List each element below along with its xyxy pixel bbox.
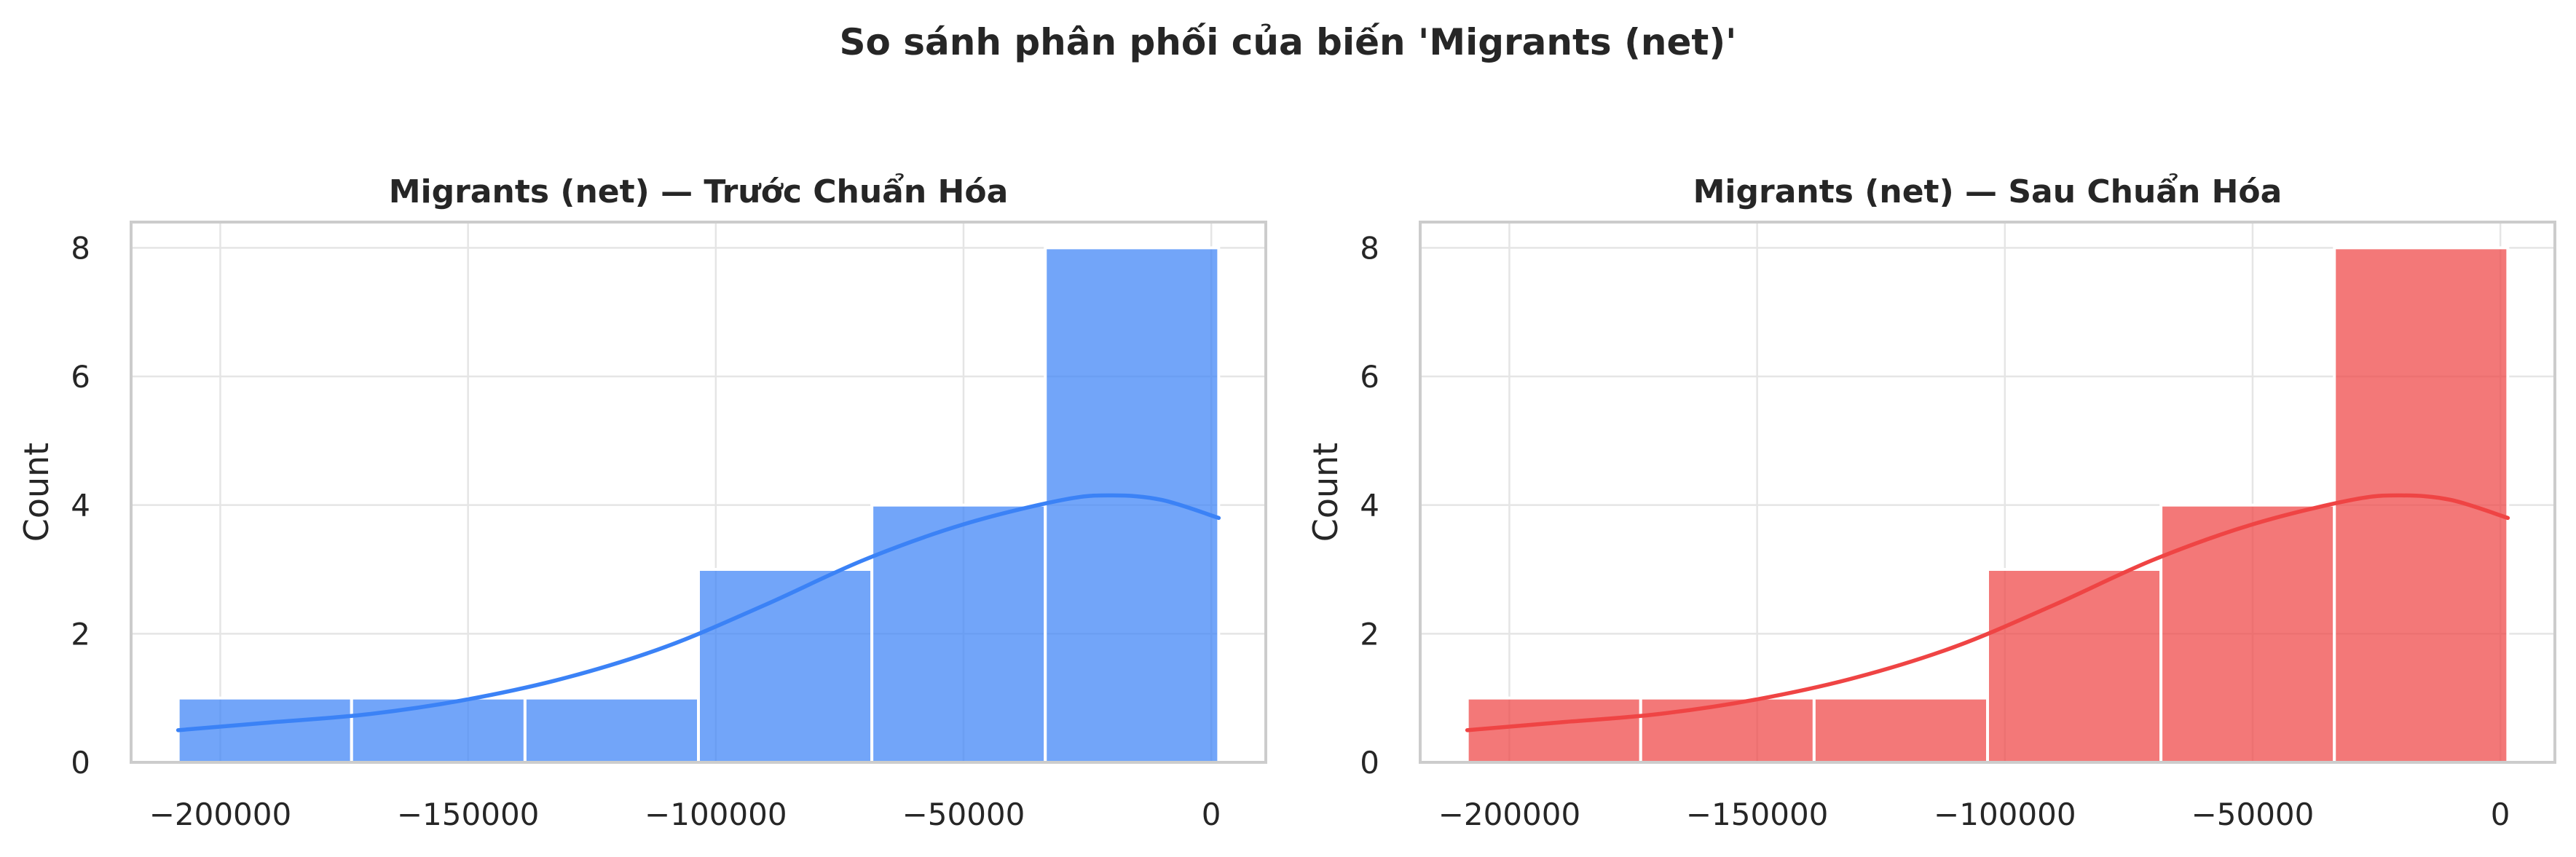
x-tick-label: −200000 <box>1438 797 1581 832</box>
x-tick-label: −150000 <box>1686 797 1829 832</box>
y-axis-label: Count <box>1306 443 1345 542</box>
y-tick-label: 4 <box>1360 488 1379 524</box>
histogram-panel-after: Migrants (net) — Sau Chuẩn Hóa −200000 −15… <box>1306 173 2556 832</box>
y-tick-label: 2 <box>71 616 90 652</box>
histogram-bar <box>2333 246 2510 765</box>
x-tick-label: −100000 <box>645 797 787 832</box>
histogram-bar <box>1986 568 2163 764</box>
x-tick-label: 0 <box>1202 797 1221 832</box>
plot-frame <box>1419 221 2556 764</box>
y-tick-label: 4 <box>71 488 90 524</box>
y-tick-label: 6 <box>71 359 90 395</box>
histogram-bar <box>870 503 1047 765</box>
x-tick-label: 0 <box>2491 797 2510 832</box>
histogram-bar <box>350 696 527 765</box>
kde-curve <box>1465 493 2510 732</box>
panel-title: Migrants (net) — Trước Chuẩn Hóa <box>389 173 1009 210</box>
y-tick-label: 8 <box>1360 230 1379 266</box>
x-tick-label: −50000 <box>2191 797 2315 832</box>
histogram-bar <box>2159 503 2336 765</box>
plot-frame <box>130 221 1267 764</box>
histogram-bar <box>1044 246 1221 765</box>
histogram-bar <box>176 696 353 765</box>
x-tick-label: −100000 <box>1934 797 2076 832</box>
y-tick-label: 8 <box>71 230 90 266</box>
x-tick-label: −200000 <box>149 797 292 832</box>
y-tick-label: 6 <box>1360 359 1379 395</box>
x-tick-label: −150000 <box>397 797 540 832</box>
y-tick-label: 0 <box>1360 745 1379 781</box>
histogram-panel-before: Migrants (net) — Trước Chuẩn Hóa −200000 −… <box>17 173 1267 832</box>
y-tick-label: 0 <box>71 745 90 781</box>
y-axis-label: Count <box>17 443 56 542</box>
panel-title: Migrants (net) — Sau Chuẩn Hóa <box>1693 173 2282 210</box>
histogram-bar <box>1812 696 1990 765</box>
histogram-bar <box>1639 696 1816 765</box>
y-tick-label: 2 <box>1360 616 1379 652</box>
histogram-bar <box>1465 696 1642 765</box>
x-tick-label: −50000 <box>902 797 1025 832</box>
histogram-bar <box>697 568 874 764</box>
figure-title: So sánh phân phối của biến 'Migrants (ne… <box>839 21 1737 63</box>
kde-curve <box>176 493 1221 732</box>
histogram-bar <box>523 696 701 765</box>
